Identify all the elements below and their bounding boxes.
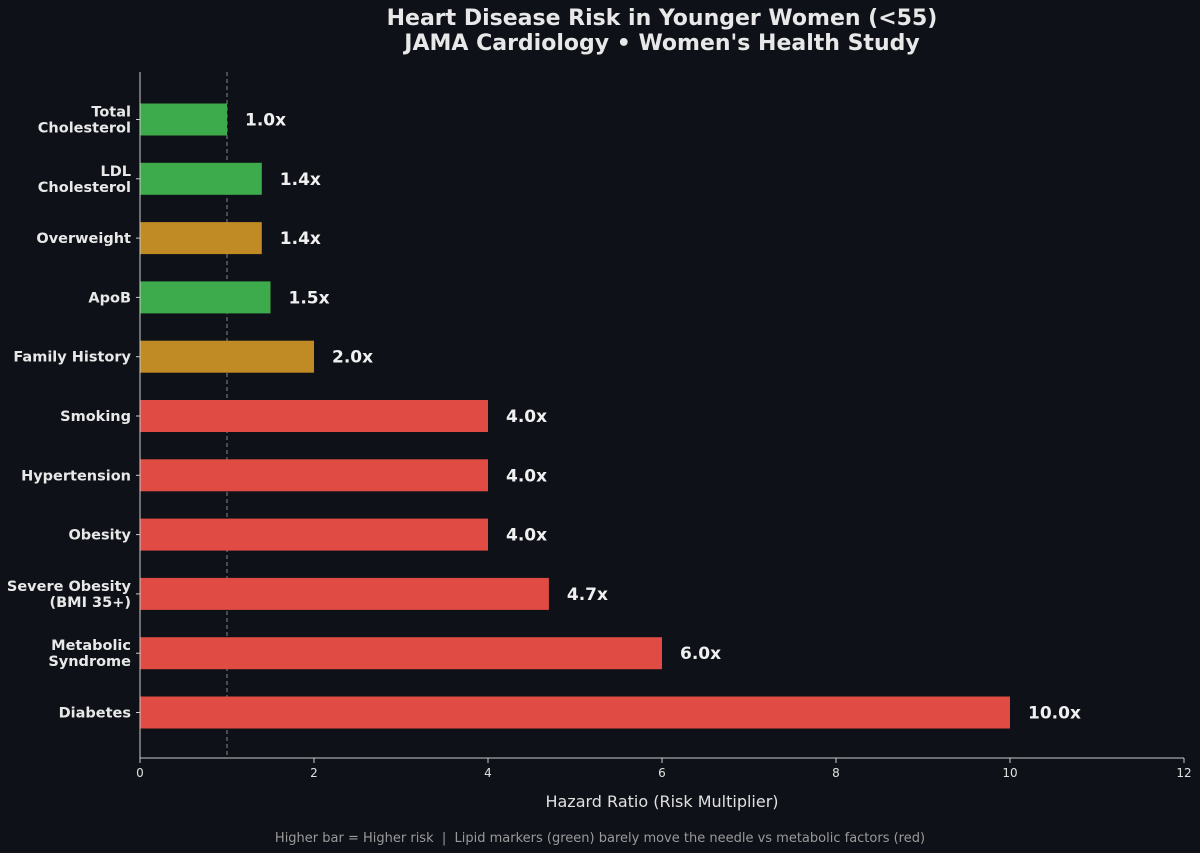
- category-label: ApoB: [88, 290, 131, 306]
- bar-value-label: 1.4x: [280, 170, 321, 190]
- x-tick-label: 10: [1002, 766, 1017, 780]
- x-tick-label: 2: [310, 766, 318, 780]
- category-label: Metabolic: [51, 638, 131, 654]
- category-label: Diabetes: [59, 706, 131, 722]
- bar: [140, 103, 227, 136]
- bar: [140, 518, 488, 551]
- bar: [140, 696, 1010, 729]
- bar: [140, 162, 262, 195]
- bar-value-label: 2.0x: [332, 348, 373, 368]
- bar: [140, 281, 271, 314]
- bar-value-label: 4.0x: [506, 407, 547, 427]
- bar-value-label: 1.0x: [245, 111, 286, 131]
- bar-value-label: 1.5x: [289, 288, 330, 308]
- category-label: Cholesterol: [38, 121, 131, 137]
- bar-value-label: 4.0x: [506, 526, 547, 546]
- chart-title-line-2: JAMA Cardiology • Women's Health Study: [402, 31, 919, 56]
- bar-value-label: 6.0x: [680, 644, 721, 664]
- bar: [140, 577, 549, 610]
- bar: [140, 340, 314, 373]
- x-tick-label: 0: [136, 766, 144, 780]
- x-tick-label: 4: [484, 766, 492, 780]
- chart-footnote: Higher bar = Higher risk | Lipid markers…: [275, 831, 925, 846]
- x-axis-label: Hazard Ratio (Risk Multiplier): [545, 792, 778, 811]
- x-tick-label: 6: [658, 766, 666, 780]
- category-label: Total: [91, 105, 131, 121]
- bar-value-label: 4.7x: [567, 585, 608, 605]
- category-label: Syndrome: [48, 654, 131, 670]
- category-label: Cholesterol: [38, 180, 131, 196]
- category-label: (BMI 35+): [49, 595, 131, 611]
- bar: [140, 459, 488, 492]
- bars-layer: 1.0x 1.4x 1.4x 1.5x 2.0x 4.0x 4.0x 4.0x 4.7x 6.0x…: [140, 103, 1081, 729]
- category-label: Smoking: [60, 409, 131, 425]
- bar: [140, 637, 662, 670]
- bar: [140, 400, 488, 432]
- category-label: Severe Obesity: [7, 579, 132, 595]
- category-label: Overweight: [36, 231, 131, 247]
- category-label: LDL: [100, 164, 131, 180]
- category-label: Hypertension: [21, 468, 131, 484]
- category-label: Obesity: [68, 528, 131, 544]
- bar-value-label: 1.4x: [280, 229, 321, 249]
- x-tick-label: 12: [1176, 766, 1191, 780]
- category-label: Family History: [13, 350, 131, 366]
- axes-layer: TotalCholesterolLDLCholesterolOverweight…: [7, 72, 1192, 780]
- chart-title-line-1: Heart Disease Risk in Younger Women (<55…: [387, 6, 938, 31]
- bar-value-label: 4.0x: [506, 466, 547, 486]
- bar: [140, 222, 262, 255]
- x-tick-label: 8: [832, 766, 840, 780]
- bar-value-label: 10.0x: [1028, 704, 1081, 724]
